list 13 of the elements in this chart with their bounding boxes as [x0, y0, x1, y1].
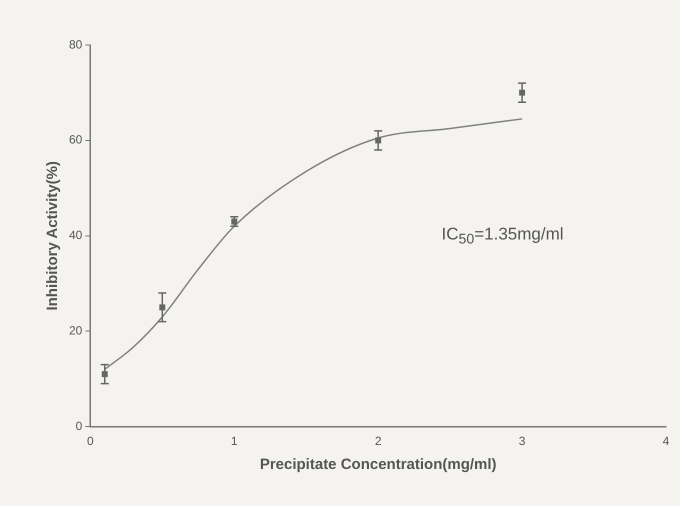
y-tick-label: 80 — [68, 37, 83, 52]
x-tick-label: 3 — [518, 434, 526, 448]
x-axis-title: Precipitate Concentration(mg/ml) — [260, 456, 497, 474]
y-tick-label: 20 — [68, 324, 83, 338]
y-tick-label: 60 — [68, 132, 83, 147]
y-tick-label: 0 — [76, 418, 83, 433]
annotation: IC$_{50}$=1.35mg/ml — [441, 224, 564, 248]
y-axis-title: Inhibitory Activity(%) — [44, 161, 62, 311]
x-tick-label: 4 — [662, 434, 670, 448]
x-tick-label: 2 — [374, 434, 382, 448]
x-tick-label: 0 — [87, 434, 94, 448]
x-tick-label: 1 — [230, 434, 238, 448]
y-tick-label: 40 — [68, 228, 83, 242]
